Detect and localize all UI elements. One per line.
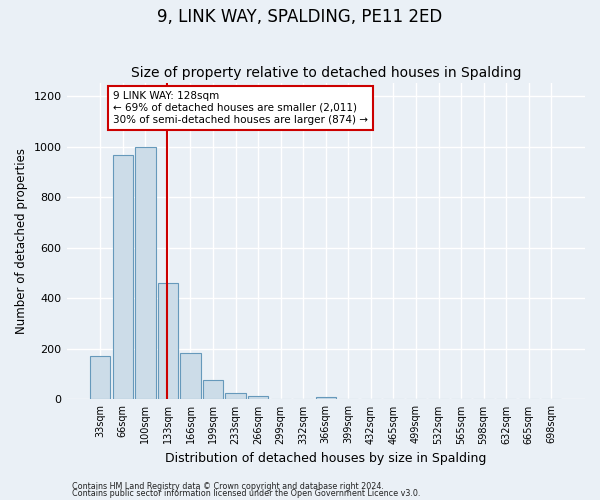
Text: Contains HM Land Registry data © Crown copyright and database right 2024.: Contains HM Land Registry data © Crown c…: [72, 482, 384, 491]
X-axis label: Distribution of detached houses by size in Spalding: Distribution of detached houses by size …: [165, 452, 487, 465]
Y-axis label: Number of detached properties: Number of detached properties: [15, 148, 28, 334]
Bar: [135, 146, 155, 400]
Bar: [113, 156, 133, 400]
Bar: [203, 380, 223, 400]
Text: 9 LINK WAY: 128sqm
← 69% of detached houses are smaller (2,011)
30% of semi-deta: 9 LINK WAY: 128sqm ← 69% of detached hou…: [113, 92, 368, 124]
Title: Size of property relative to detached houses in Spalding: Size of property relative to detached ho…: [131, 66, 521, 80]
Bar: [90, 356, 110, 400]
Bar: [226, 393, 246, 400]
Text: 9, LINK WAY, SPALDING, PE11 2ED: 9, LINK WAY, SPALDING, PE11 2ED: [157, 8, 443, 26]
Bar: [248, 396, 268, 400]
Bar: [316, 397, 336, 400]
Text: Contains public sector information licensed under the Open Government Licence v3: Contains public sector information licen…: [72, 490, 421, 498]
Bar: [158, 283, 178, 400]
Bar: [181, 352, 200, 400]
